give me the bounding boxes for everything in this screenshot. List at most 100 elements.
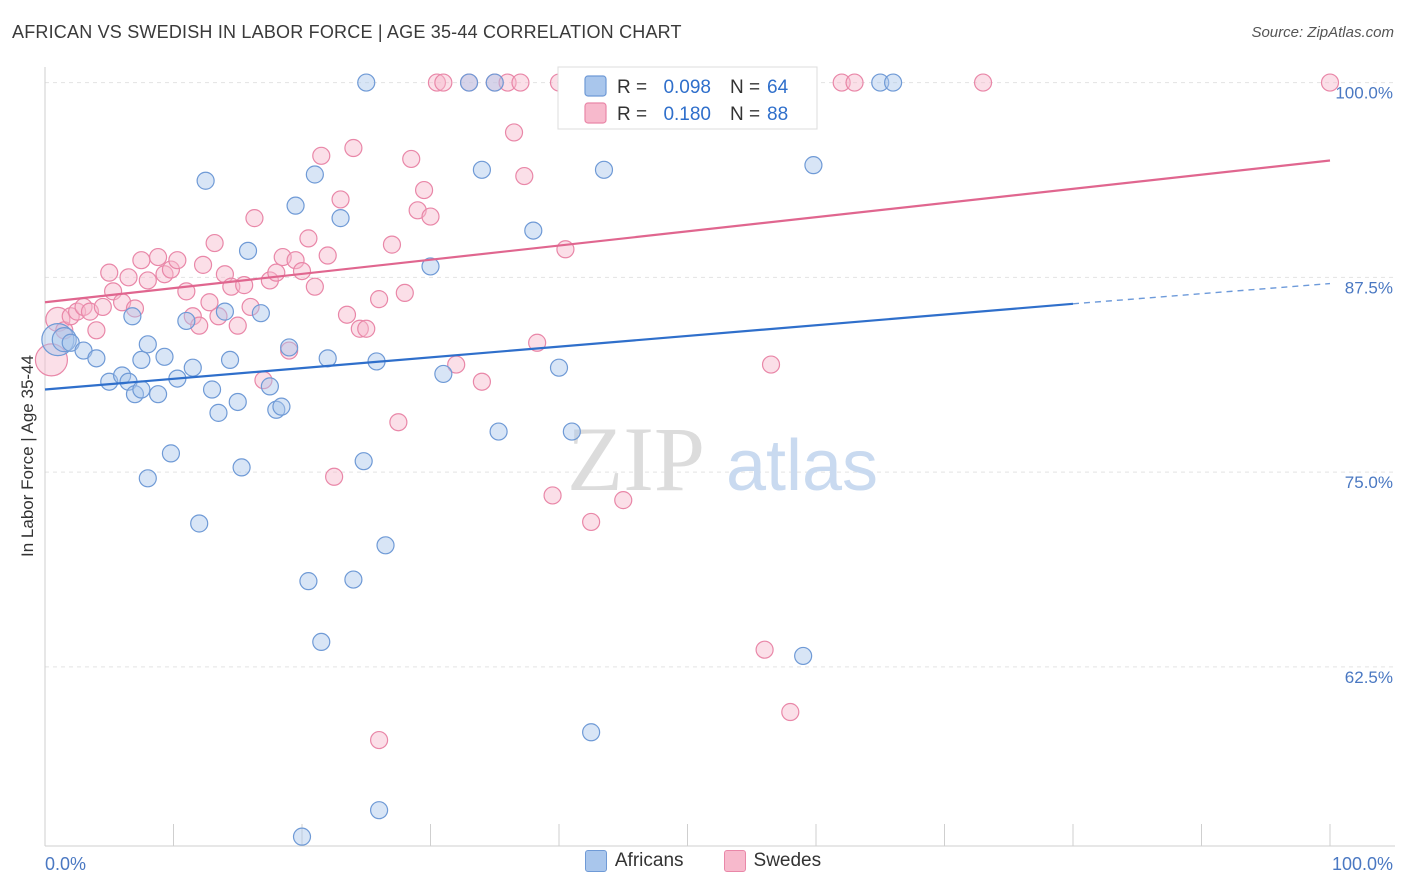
point-africans-35 [299,572,318,591]
point-swedes-83 [781,702,800,722]
point-africans-4 [87,349,106,368]
point-africans-59 [292,827,312,846]
point-swedes-40 [299,229,318,248]
point-swedes-85 [845,73,864,92]
point-africans-34 [286,196,305,215]
chart-title: AFRICAN VS SWEDISH IN LABOR FORCE | AGE … [12,22,682,42]
point-swedes-82 [761,355,781,374]
point-africans-15 [161,444,181,463]
point-africans-31 [267,400,286,419]
point-swedes-39 [292,261,312,281]
point-swedes-69 [543,486,562,505]
point-swedes-15 [138,271,157,290]
point-africans-57 [594,160,614,179]
point-swedes-57 [421,207,440,226]
chart-source: Source: ZipAtlas.com [1251,24,1394,41]
point-swedes-65 [504,123,524,142]
point-africans-11 [132,350,151,370]
point-swedes-74 [582,512,601,532]
point-africans-42 [357,73,376,92]
legend-item-swedes: Swedes [723,850,822,872]
trendline-africans [44,302,1074,391]
point-swedes-18 [161,260,181,279]
stats-n-value-swedes: 88 [767,104,788,125]
point-africans-12 [138,335,157,354]
point-africans-29 [251,304,270,323]
stats-n-label-africans: N = [730,77,760,98]
point-africans-19 [183,358,202,377]
legend-item-africans: Africans [584,850,684,872]
y-axis-label: In Labor Force | Age 35-44 [18,355,37,557]
point-africans-36 [305,165,324,184]
point-africans-30 [260,377,279,396]
point-africans-41 [354,452,373,471]
point-swedes-9 [100,263,119,282]
point-africans-20 [190,514,209,533]
point-africans-26 [228,392,247,412]
point-africans-45 [376,536,395,555]
point-swedes-48 [350,319,369,338]
point-swedes-64 [498,73,517,92]
point-africans-28 [238,241,258,260]
point-africans-16 [138,469,157,488]
axes [44,67,1395,847]
point-swedes-50 [370,290,389,309]
y-tick-label-2: 87.5% [1345,278,1393,297]
point-africans-60 [794,646,813,666]
point-africans-25 [220,350,240,370]
point-africans-22 [202,380,222,399]
point-swedes-84 [832,73,851,92]
y-tick-label-3: 100.0% [1335,84,1393,103]
point-africans-1 [51,327,77,353]
point-swedes-54 [402,149,421,169]
point-africans-54 [562,422,581,441]
point-swedes-67 [515,166,534,186]
point-swedes-62 [472,372,491,391]
stats-swatch-swedes [584,102,607,124]
point-swedes-19 [168,251,187,270]
point-africans-9 [132,380,151,399]
point-swedes-42 [312,146,331,165]
point-africans-56 [582,723,601,742]
point-africans-33 [280,338,299,357]
point-swedes-32 [245,209,264,228]
point-africans-44 [370,801,389,820]
stats-swatch-africans [584,75,607,97]
point-swedes-12 [119,268,138,287]
trendline-africans-extension [1072,282,1331,305]
point-swedes-56 [414,180,434,200]
point-africans-53 [549,358,569,377]
point-africans-24 [215,302,234,321]
point-swedes-23 [193,255,213,274]
point-africans-63 [883,73,903,92]
legend-label-swedes: Swedes [753,850,822,871]
stats-r-label-africans: R = [617,77,647,98]
point-swedes-49 [357,319,376,338]
point-swedes-81 [755,640,774,659]
point-africans-21 [196,171,215,190]
legend-label-africans: Africans [614,850,684,871]
point-africans-18 [177,311,196,331]
point-swedes-24 [200,293,219,312]
point-swedes-86 [973,73,993,92]
point-africans-27 [232,458,251,477]
point-swedes-38 [286,251,305,270]
legend-swatch-swedes [723,850,746,872]
point-africans-14 [155,347,174,366]
point-swedes-53 [395,283,414,303]
x-tick-label-max: 100.0% [1332,854,1393,874]
trendline-swedes [44,159,1331,304]
point-swedes-35 [267,263,286,282]
point-swedes-8 [93,297,112,317]
point-swedes-46 [337,305,357,324]
x-tick-label-min: 0.0% [45,854,86,874]
stats-r-value-africans: 0.098 [663,77,711,98]
point-africans-52 [524,221,543,240]
point-africans-0 [41,323,75,357]
point-swedes-25 [205,233,224,253]
point-africans-32 [272,397,291,416]
point-africans-10 [123,307,142,326]
point-swedes-14 [132,251,151,270]
point-africans-49 [472,160,491,179]
